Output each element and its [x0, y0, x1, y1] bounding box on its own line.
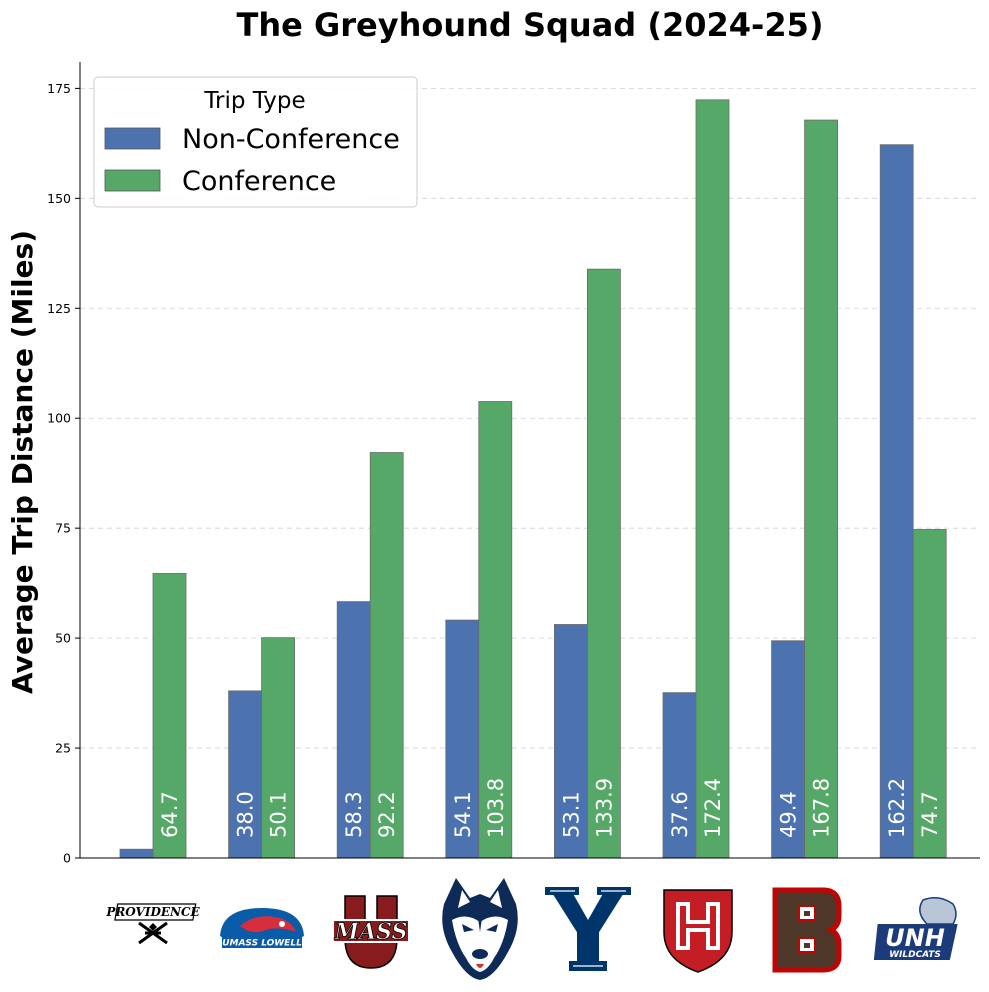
bar-value-label: 172.4	[701, 778, 725, 838]
bar-value-label: 74.7	[918, 791, 942, 838]
y-tick-label: 175	[47, 81, 71, 96]
unh-logo-subword: WILDCATS	[889, 950, 941, 960]
bar-value-label: 64.7	[158, 791, 182, 838]
bar-value-label: 133.9	[592, 778, 616, 838]
legend-swatch-conference	[104, 169, 161, 192]
bar-conference	[152, 573, 187, 859]
bar-conference	[695, 99, 730, 859]
y-tick-label: 50	[55, 631, 71, 646]
uconn-husky-logo	[442, 878, 518, 980]
legend-label-conference: Conference	[182, 166, 336, 197]
bar-non-conference	[771, 640, 805, 859]
unh-logo-wordmark: UNH	[885, 924, 945, 952]
team-logos: PROVIDENCE UMASS LOWELL MASS	[105, 878, 958, 980]
legend-swatch-non-conference	[104, 127, 161, 150]
chart-title: The Greyhound Squad (2024-25)	[237, 6, 824, 44]
bar-conference	[912, 529, 947, 859]
axes	[79, 62, 980, 859]
yale-logo	[545, 887, 631, 971]
bar-value-label: 53.1	[559, 791, 583, 838]
bar-non-conference	[879, 144, 914, 859]
bar-value-label: 92.2	[375, 791, 399, 838]
legend-label-non-conference: Non-Conference	[182, 124, 400, 155]
legend-title: Trip Type	[203, 88, 305, 114]
bar-value-label: 49.4	[777, 791, 801, 838]
harvard-shield-logo	[663, 889, 733, 973]
bars	[119, 99, 947, 859]
providence-logo: PROVIDENCE	[105, 903, 201, 945]
bar-conference	[587, 268, 621, 859]
y-axis-label: Average Trip Distance (Miles)	[6, 230, 39, 694]
umass-lowell-logo-wordmark: UMASS LOWELL	[222, 939, 302, 949]
bar-value-label: 167.8	[810, 778, 834, 838]
y-tick-label: 25	[55, 741, 71, 756]
providence-logo-wordmark: PROVIDENCE	[105, 905, 200, 919]
bar-value-label: 37.6	[668, 791, 692, 838]
bar-conference	[478, 401, 513, 859]
unh-wildcats-logo: UNH WILDCATS	[873, 897, 958, 960]
bar-conference	[804, 119, 838, 859]
brown-logo	[772, 887, 842, 973]
y-tick-label: 150	[47, 191, 71, 206]
y-tick-label: 125	[47, 301, 71, 316]
bar-non-conference	[662, 692, 697, 859]
bar-value-label: 50.1	[267, 791, 291, 838]
bar-value-label: 162.2	[885, 778, 909, 838]
bar-non-conference	[119, 848, 154, 859]
bar-value-label: 58.3	[342, 791, 366, 838]
umass-logo: MASS	[332, 895, 410, 969]
legend-box	[93, 76, 418, 208]
y-tick-label: 100	[47, 411, 71, 426]
bar-value-label: 54.1	[451, 791, 475, 838]
legend: Trip Type Non-Conference Conference	[93, 76, 418, 208]
umass-lowell-logo: UMASS LOWELL	[220, 908, 304, 949]
bar-labels: 64.7 38.0 50.1 58.3 92.2 54.1 103.8 53.1 133.9 37…	[158, 778, 942, 838]
y-ticks: 0 25 50 75 100 125 150 175	[47, 81, 80, 866]
bar-value-label: 38.0	[234, 791, 258, 838]
y-tick-label: 75	[55, 521, 71, 536]
bar-value-label: 103.8	[484, 778, 508, 838]
y-tick-label: 0	[63, 851, 71, 866]
bar-non-conference	[554, 624, 588, 859]
umass-logo-wordmark: MASS	[334, 919, 408, 945]
